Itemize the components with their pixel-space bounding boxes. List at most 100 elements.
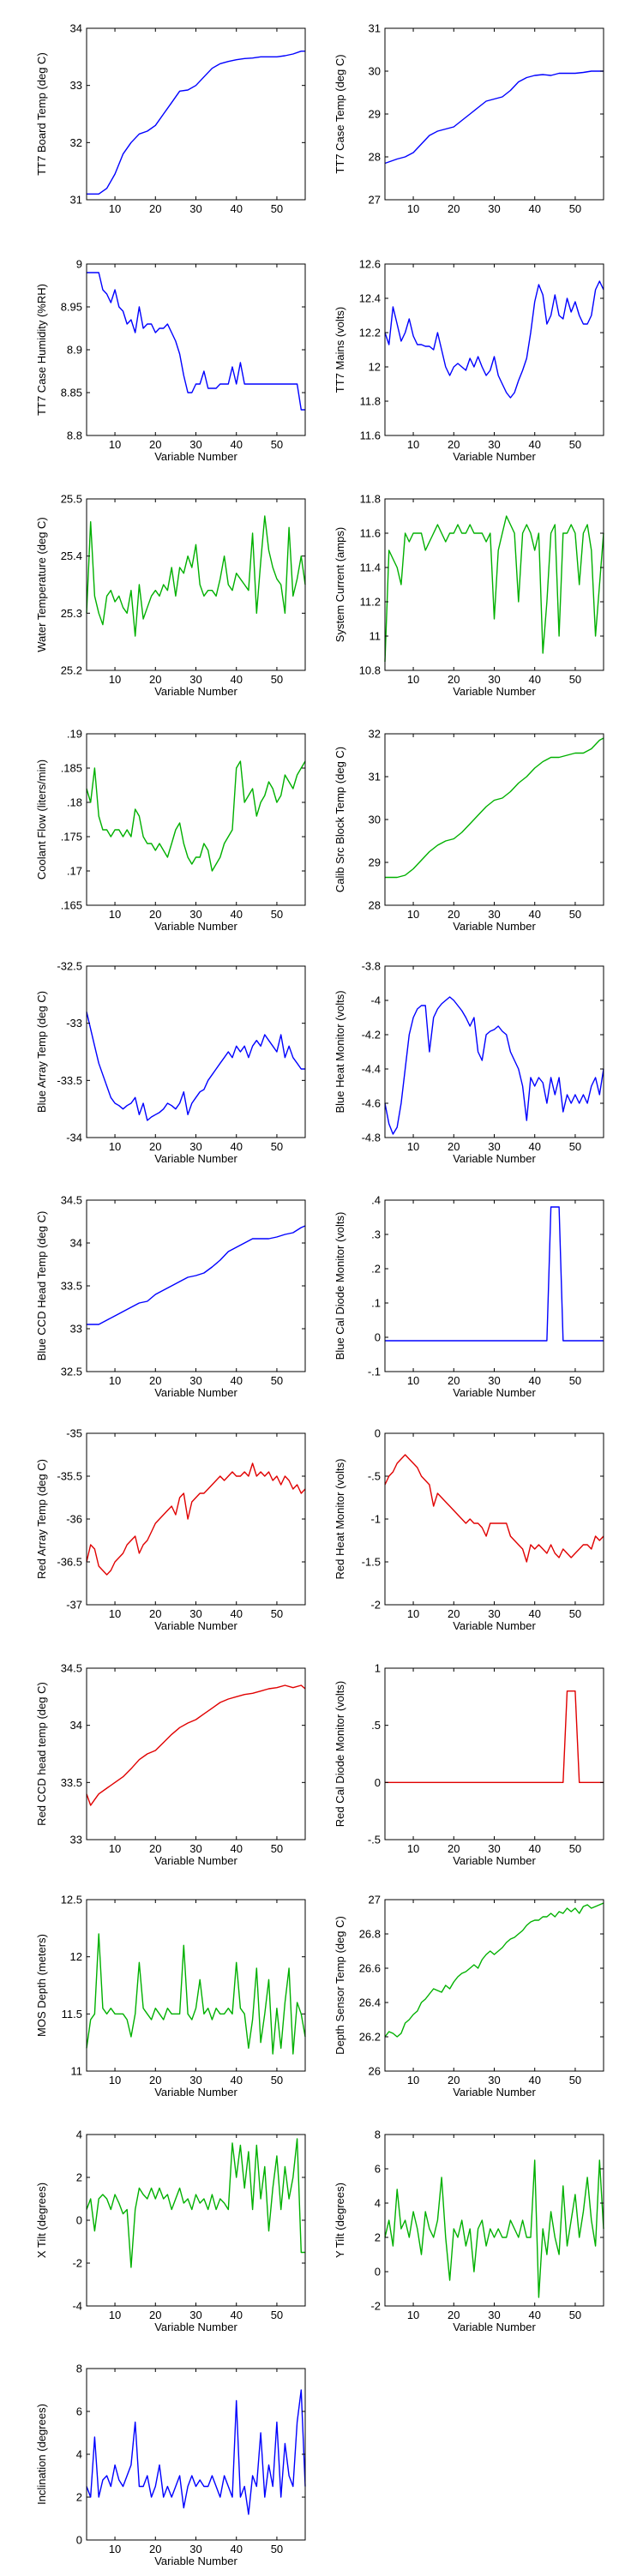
y-tick-label: 2: [76, 2491, 82, 2504]
x-tick-label: 40: [230, 2543, 242, 2555]
y-tick-label: 34.5: [61, 1662, 82, 1675]
y-axis-label: TT7 Board Temp (deg C): [35, 52, 48, 176]
axes-box: [384, 733, 604, 906]
x-tick-label: 50: [569, 1140, 581, 1153]
x-tick-label: 50: [271, 2074, 283, 2087]
y-tick-label: 25.5: [61, 493, 82, 506]
chart-panel-11: 10 20 30 40 50 32.5 33 33.5 34 34.5 Variable Numbe…: [35, 1194, 306, 1399]
series-line: [86, 1012, 305, 1121]
x-tick-label: 30: [189, 2074, 201, 2087]
x-tick-label: 50: [271, 1140, 283, 1153]
x-tick-label: 40: [528, 202, 540, 215]
y-axis-label: TT7 Case Temp (deg C): [334, 54, 346, 173]
y-tick-label: -33.5: [57, 1074, 82, 1087]
x-tick-label: 20: [149, 1842, 161, 1855]
y-tick-label: 26.2: [359, 2031, 381, 2044]
y-tick-label: 12.2: [359, 327, 381, 339]
chart-panel-17: 10 20 30 40 50 11 11.5 12 12.5 Variable Number MOS…: [35, 1894, 306, 2099]
y-tick-label: 30: [369, 65, 381, 78]
x-axis-label: Variable Number: [453, 1386, 536, 1399]
x-tick-label: 20: [448, 1374, 460, 1387]
y-tick-label: 4: [76, 2448, 82, 2461]
x-tick-label: 30: [488, 1140, 500, 1153]
axes-box: [86, 1667, 306, 1840]
y-tick-label: 12.5: [61, 1894, 82, 1906]
axes-box: [384, 263, 604, 436]
chart-panel-20: 10 20 30 40 50 -2 0 2 4 6 8 Variable Number Y Tilt (…: [334, 2129, 604, 2333]
x-tick-label: 10: [109, 1140, 121, 1153]
chart-panel-2: 10 20 30 40 50 27 28 29 30 31 TT7 Case Temp (deg C…: [334, 22, 604, 215]
y-tick-label: .1: [371, 1297, 381, 1310]
axes-box: [384, 1432, 604, 1606]
y-tick-label: .185: [61, 762, 82, 775]
y-axis-label: Red Array Temp (deg C): [35, 1459, 48, 1579]
x-tick-label: 50: [271, 1374, 283, 1387]
y-tick-label: .4: [371, 1194, 381, 1207]
y-tick-label: .19: [67, 728, 82, 741]
y-tick-label: 29: [369, 856, 381, 869]
x-axis-label: Variable Number: [453, 2321, 536, 2333]
y-axis-label: MOS Depth (meters): [35, 1934, 48, 2037]
y-tick-label: 27: [369, 194, 381, 207]
x-tick-label: 40: [230, 1140, 242, 1153]
y-tick-label: 33: [70, 1834, 82, 1846]
y-tick-label: 33.5: [61, 1280, 82, 1293]
series-line: [86, 1462, 306, 1576]
x-axis-label: Variable Number: [453, 450, 536, 463]
x-tick-label: 50: [271, 202, 283, 215]
y-tick-label: 11.2: [360, 596, 381, 609]
y-tick-label: -4.8: [362, 1132, 381, 1144]
y-axis-label: X Tilt (degrees): [35, 2183, 48, 2258]
chart-panel-16: 10 20 30 40 50 -.5 0 .5 1 Variable Number Red Cal …: [334, 1662, 604, 1867]
chart-panel-10: 10 20 30 40 50 -4.8 -4.6 -4.4 -4.2 -4 -3.8 Variable…: [334, 960, 604, 1165]
x-tick-label: 20: [448, 2074, 460, 2087]
x-tick-label: 10: [407, 908, 419, 921]
y-tick-label: 8.95: [61, 301, 82, 314]
x-tick-label: 40: [528, 438, 540, 451]
y-tick-label: 6: [76, 2405, 82, 2418]
y-tick-label: 25.3: [61, 607, 82, 620]
y-tick-label: -4.4: [362, 1063, 381, 1076]
x-axis-label: Variable Number: [154, 1386, 237, 1399]
x-tick-label: 50: [569, 202, 581, 215]
y-tick-label: 1: [375, 1662, 381, 1675]
y-tick-label: -1.5: [362, 1556, 381, 1569]
x-tick-label: 50: [569, 1842, 581, 1855]
y-tick-label: 0: [375, 1427, 381, 1440]
series-line: [384, 70, 604, 165]
y-tick-label: 10.8: [359, 664, 381, 677]
y-tick-label: -35: [66, 1427, 82, 1440]
y-tick-label: 26.4: [359, 1997, 381, 2009]
x-axis-label: Variable Number: [154, 1854, 237, 1867]
y-tick-label: 12.6: [359, 258, 381, 271]
y-tick-label: -36.5: [57, 1556, 82, 1569]
x-axis-label: Variable Number: [154, 2086, 237, 2099]
series-line: [384, 515, 604, 663]
y-tick-label: 11.8: [360, 493, 381, 506]
x-tick-label: 20: [149, 673, 161, 686]
y-axis-label: Water Temperature (deg C): [35, 517, 48, 652]
x-tick-label: 20: [448, 1842, 460, 1855]
x-tick-label: 20: [149, 2309, 161, 2321]
x-tick-label: 30: [488, 1374, 500, 1387]
y-tick-label: 6: [375, 2163, 381, 2176]
y-axis-label: Y Tilt (degrees): [334, 2183, 346, 2258]
y-tick-label: 33: [70, 1323, 82, 1336]
series-line: [87, 272, 305, 411]
y-tick-label: 29: [369, 108, 381, 121]
x-tick-label: 50: [569, 908, 581, 921]
x-tick-label: 50: [271, 673, 283, 686]
y-tick-label: .2: [371, 1263, 381, 1276]
y-tick-label: 0: [375, 1776, 381, 1789]
y-tick-label: 28: [369, 151, 381, 164]
x-tick-label: 20: [149, 1140, 161, 1153]
series-line: [86, 2389, 306, 2515]
series-line: [86, 1933, 306, 2055]
chart-panel-9: 10 20 30 40 50 -34 -33.5 -33 -32.5 Variable Numbe…: [35, 960, 306, 1165]
y-tick-label: .5: [371, 1719, 381, 1732]
x-tick-label: 10: [407, 1374, 419, 1387]
x-tick-label: 50: [271, 438, 283, 451]
y-tick-label: 31: [70, 194, 82, 207]
y-tick-label: .165: [61, 899, 82, 912]
